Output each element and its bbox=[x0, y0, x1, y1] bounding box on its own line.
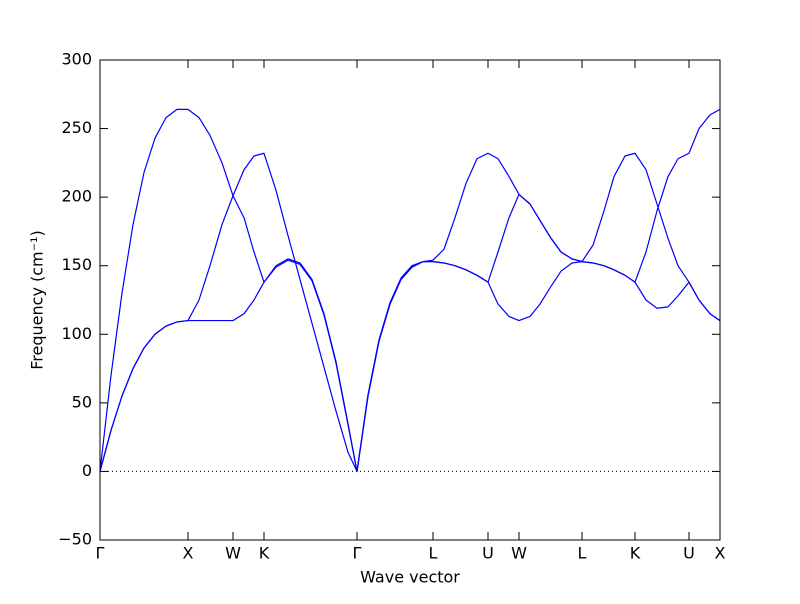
x-tick-label: X bbox=[183, 544, 194, 563]
y-tick-label: 250 bbox=[61, 118, 92, 137]
y-tick-label: 50 bbox=[72, 392, 92, 411]
x-tick-label: K bbox=[259, 544, 270, 563]
x-tick-label: K bbox=[630, 544, 641, 563]
y-tick-label: 150 bbox=[61, 255, 92, 274]
x-tick-label: L bbox=[429, 544, 438, 563]
y-tick-label: 100 bbox=[61, 324, 92, 343]
y-axis-label: Frequency (cm⁻¹) bbox=[28, 230, 47, 369]
x-tick-label: W bbox=[511, 544, 527, 563]
band-line bbox=[99, 108, 721, 473]
y-tick-label: 200 bbox=[61, 187, 92, 206]
x-tick-label: Γ bbox=[353, 544, 362, 563]
x-tick-label: U bbox=[683, 544, 695, 563]
y-tick-label: −50 bbox=[58, 530, 92, 549]
x-tick-label: Γ bbox=[96, 544, 105, 563]
x-tick-label: W bbox=[225, 544, 241, 563]
x-tick-label: U bbox=[482, 544, 494, 563]
plot-frame bbox=[99, 59, 721, 541]
x-tick-label: X bbox=[715, 544, 726, 563]
x-tick-label: L bbox=[578, 544, 587, 563]
y-tick-label: 300 bbox=[61, 50, 92, 69]
x-axis-label: Wave vector bbox=[360, 568, 460, 587]
band-line bbox=[99, 108, 721, 473]
y-tick-label: 0 bbox=[82, 461, 92, 480]
